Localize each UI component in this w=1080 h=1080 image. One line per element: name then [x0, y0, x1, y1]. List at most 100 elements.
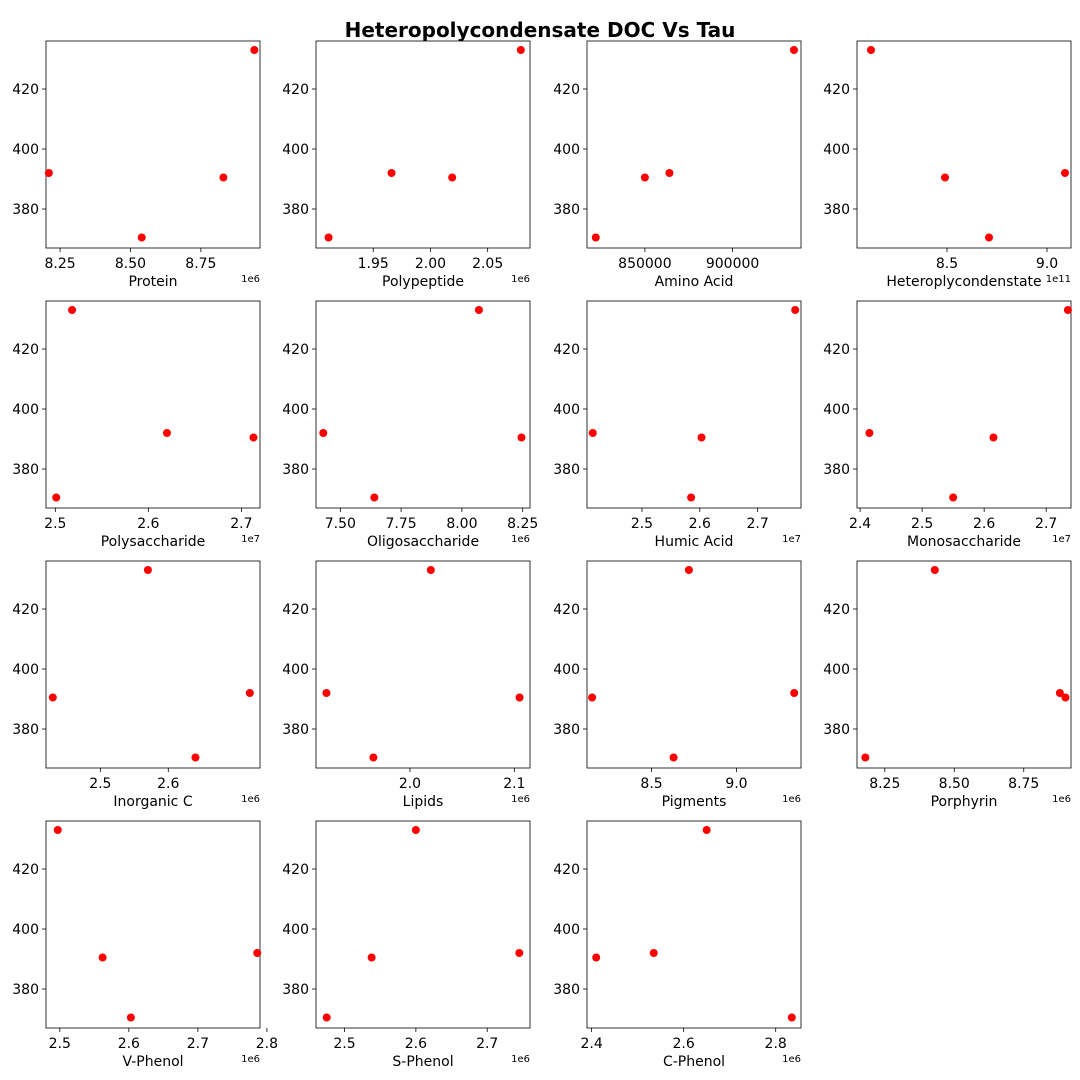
subplot-1: 380 400 420 8.25 8.50 8.75 1e6 Protein — [12, 40, 261, 290]
data-point — [949, 493, 958, 502]
y-tick-label: 380 — [282, 202, 309, 218]
data-point — [592, 953, 601, 962]
data-point — [126, 1013, 135, 1022]
x-tick-label: 2.5 — [911, 516, 933, 532]
subplot-7: 380 400 420 2.5 2.6 2.7 1e7 Humic Acid — [553, 300, 802, 550]
data-point — [426, 566, 435, 574]
subplot-10: 380 400 420 2.0 2.1 1e6 Lipids — [282, 560, 531, 810]
y-tick-label: 380 — [553, 722, 580, 738]
y-tick-label: 420 — [823, 602, 850, 618]
data-point — [591, 233, 600, 242]
y-tick-label: 420 — [553, 602, 580, 618]
x-axis-label: Porphyrin — [931, 794, 998, 810]
data-point — [143, 566, 152, 574]
axes-frame — [315, 300, 531, 509]
x-tick-label: 2.4 — [849, 516, 871, 532]
data-point — [448, 173, 457, 182]
data-point — [791, 306, 800, 314]
data-point — [790, 689, 799, 697]
y-tick-label: 400 — [823, 662, 850, 678]
y-tick-label: 400 — [823, 142, 850, 158]
y-tick-label: 400 — [282, 662, 309, 678]
y-tick-label: 400 — [12, 662, 39, 678]
y-tick-label: 420 — [553, 862, 580, 878]
y-tick-label: 420 — [12, 862, 39, 878]
x-axis-label: S-Phenol — [392, 1054, 453, 1070]
x-offset-label: 1e6 — [782, 794, 801, 805]
data-point — [865, 429, 874, 437]
data-point — [44, 169, 53, 177]
y-tick-label: 380 — [282, 722, 309, 738]
axes-frame — [315, 40, 531, 249]
data-point — [640, 173, 649, 182]
subplot-2: 380 400 420 1.95 2.00 2.05 1e6 Polypeptide — [282, 40, 531, 290]
data-point — [52, 493, 61, 502]
data-point — [861, 753, 870, 762]
x-tick-label: 850000 — [618, 256, 671, 272]
data-point — [219, 173, 228, 182]
x-offset-label: 1e6 — [782, 1054, 801, 1065]
y-tick-label: 420 — [823, 342, 850, 358]
x-axis-label: Humic Acid — [655, 534, 734, 550]
data-point — [867, 46, 875, 54]
x-offset-label: 1e6 — [511, 534, 530, 545]
data-point — [322, 1013, 331, 1022]
axes-frame — [45, 40, 261, 249]
y-tick-label: 380 — [282, 982, 309, 998]
y-tick-label: 400 — [553, 922, 580, 938]
x-axis-label: Heteroplycondenstate — [886, 274, 1041, 290]
x-tick-label: 2.6 — [673, 1036, 695, 1052]
data-point — [515, 949, 524, 957]
data-point — [53, 826, 62, 834]
x-offset-label: 1e7 — [782, 534, 801, 545]
x-offset-label: 1e11 — [1046, 274, 1071, 285]
subplot-5: 380 400 420 2.5 2.6 2.7 1e7 Polysaccharide — [12, 300, 261, 550]
axes-frame — [45, 560, 261, 769]
x-tick-label: 1.95 — [358, 256, 389, 272]
x-axis-label: Oligosaccharide — [367, 534, 479, 550]
x-tick-label: 7.75 — [386, 516, 417, 532]
x-tick-label: 8.50 — [115, 256, 146, 272]
data-point — [985, 233, 993, 242]
y-tick-label: 420 — [553, 342, 580, 358]
subplot-3: 380 400 420 850000 900000 Amino Acid — [553, 40, 802, 290]
x-axis-label: Inorganic C — [113, 794, 192, 810]
data-point — [370, 493, 379, 502]
x-tick-label: 8.50 — [939, 776, 970, 792]
x-tick-label: 2.5 — [631, 516, 653, 532]
axes-frame — [586, 40, 802, 249]
data-point — [702, 826, 711, 834]
y-tick-label: 420 — [12, 82, 39, 98]
y-tick-label: 420 — [12, 342, 39, 358]
x-tick-label: 2.7 — [230, 516, 252, 532]
y-tick-label: 380 — [553, 462, 580, 478]
y-tick-label: 420 — [12, 602, 39, 618]
x-tick-label: 8.5 — [640, 776, 662, 792]
y-tick-label: 420 — [282, 82, 309, 98]
x-tick-label: 8.25 — [869, 776, 900, 792]
x-tick-label: 2.6 — [157, 776, 179, 792]
x-tick-label: 2.6 — [973, 516, 995, 532]
x-tick-label: 2.05 — [472, 256, 503, 272]
x-tick-label: 2.6 — [405, 1036, 427, 1052]
x-tick-label: 2.4 — [580, 1036, 602, 1052]
data-point — [367, 953, 376, 962]
y-tick-label: 420 — [823, 82, 850, 98]
x-tick-label: 8.00 — [446, 516, 477, 532]
x-tick-label: 900000 — [706, 256, 759, 272]
x-tick-label: 2.8 — [256, 1036, 278, 1052]
data-point — [68, 306, 77, 314]
x-offset-label: 1e6 — [241, 274, 260, 285]
x-tick-label: 8.25 — [44, 256, 75, 272]
y-tick-label: 420 — [282, 342, 309, 358]
y-tick-label: 380 — [12, 462, 39, 478]
x-offset-label: 1e6 — [241, 1054, 260, 1065]
data-point — [649, 949, 658, 957]
y-tick-label: 400 — [553, 662, 580, 678]
y-tick-label: 380 — [553, 982, 580, 998]
x-tick-label: 2.7 — [746, 516, 768, 532]
x-tick-label: 8.25 — [507, 516, 538, 532]
data-point — [669, 753, 678, 762]
data-point — [989, 433, 998, 442]
